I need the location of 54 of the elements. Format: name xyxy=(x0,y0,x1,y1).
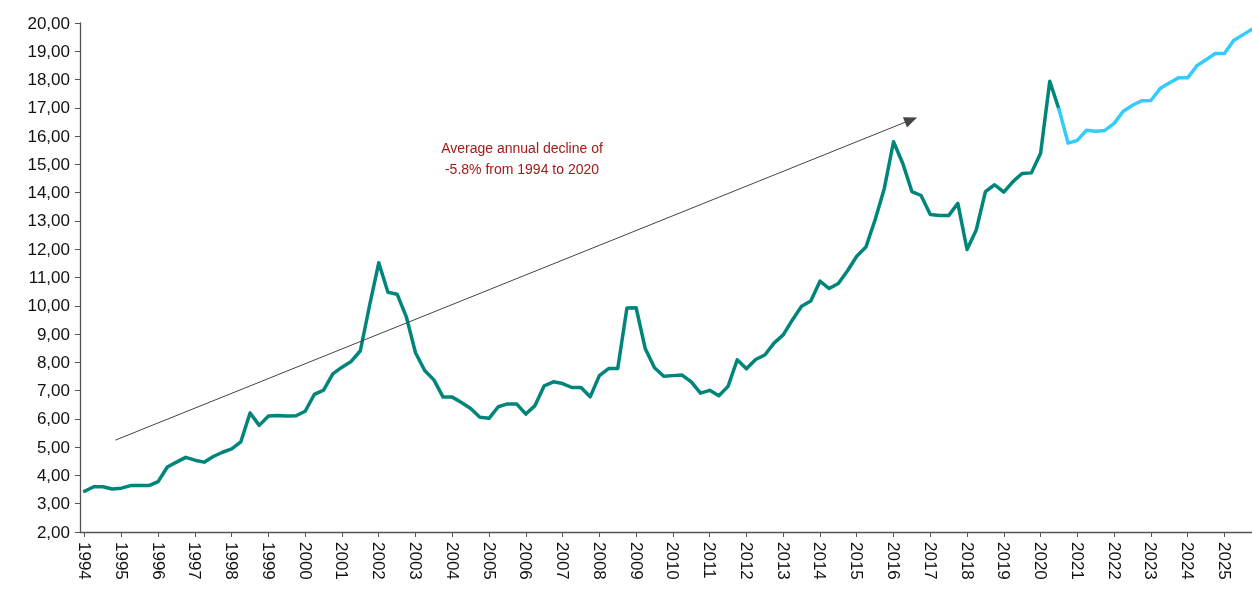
y-tick-label: 15,00 xyxy=(27,154,70,174)
x-tick-label: 1999 xyxy=(258,542,278,580)
y-tick-label: 14,00 xyxy=(27,183,70,203)
annotation: Average annual decline of -5.8% from 1994 to 2020 xyxy=(440,139,604,179)
x-tick-label: 2002 xyxy=(369,542,389,580)
y-tick-label: 18,00 xyxy=(27,70,70,90)
y-tick-label: 20,00 xyxy=(27,13,70,33)
line-series xyxy=(1057,27,1252,145)
y-tick-label: 12,00 xyxy=(27,239,70,259)
y-tick-label: 11,00 xyxy=(28,268,70,287)
x-tick-label: 2008 xyxy=(589,542,609,580)
y-tick-label: 13,00 xyxy=(27,211,70,231)
y-tick-label: 10,00 xyxy=(27,296,70,316)
y-tick-label: 16,00 xyxy=(27,126,70,146)
x-tick-label: 1997 xyxy=(185,542,205,580)
x-tick-label: 2016 xyxy=(884,542,904,580)
x-tick-label: 1996 xyxy=(148,542,168,580)
y-tick-label: 7,00 xyxy=(36,381,70,401)
x-tick-label: 2017 xyxy=(920,542,940,580)
y-tick-label: 2,00 xyxy=(36,522,70,542)
x-tick-label: 2012 xyxy=(736,542,756,580)
x-tick-label: 2024 xyxy=(1178,542,1198,580)
y-tick-label: 4,00 xyxy=(36,465,70,485)
x-tick-label: 2018 xyxy=(957,542,977,580)
y-tick-label: 5,00 xyxy=(36,437,70,457)
y-tick-label: 8,00 xyxy=(36,352,70,372)
x-tick-label: 2006 xyxy=(516,542,536,580)
x-tick-label: 2019 xyxy=(994,542,1014,580)
x-tick-label: 1994 xyxy=(75,542,95,580)
x-tick-label: 2003 xyxy=(406,542,426,580)
y-tick-label: 9,00 xyxy=(36,324,70,344)
x-tick-label: 2021 xyxy=(1067,542,1087,580)
y-tick-label: 6,00 xyxy=(36,409,70,429)
x-tick-label: 2010 xyxy=(663,542,683,580)
x-tick-label: 2005 xyxy=(479,542,499,580)
x-tick-label: 2013 xyxy=(773,542,793,580)
x-tick-label: 2015 xyxy=(847,542,867,580)
x-tick-label: 2023 xyxy=(1141,542,1161,580)
x-tick-label: 2001 xyxy=(332,542,352,580)
x-tick-label: 1998 xyxy=(222,542,242,580)
x-tick-label: 2000 xyxy=(295,542,315,580)
x-tick-label: 2025 xyxy=(1214,542,1234,580)
x-tick-label: 2020 xyxy=(1031,542,1051,580)
x-tick-label: 2011 xyxy=(700,542,720,579)
x-tick-label: 2007 xyxy=(553,542,573,580)
x-tick-label: 2009 xyxy=(626,542,646,580)
y-tick-label: 17,00 xyxy=(27,98,70,118)
x-tick-label: 2014 xyxy=(810,542,830,580)
x-tick-label: 2004 xyxy=(442,542,462,580)
line-series xyxy=(82,79,1061,494)
y-tick-label: 19,00 xyxy=(27,41,70,61)
x-tick-label: 2022 xyxy=(1104,542,1124,580)
x-tick-label: 1995 xyxy=(111,542,131,580)
y-tick-label: 3,00 xyxy=(36,494,70,514)
